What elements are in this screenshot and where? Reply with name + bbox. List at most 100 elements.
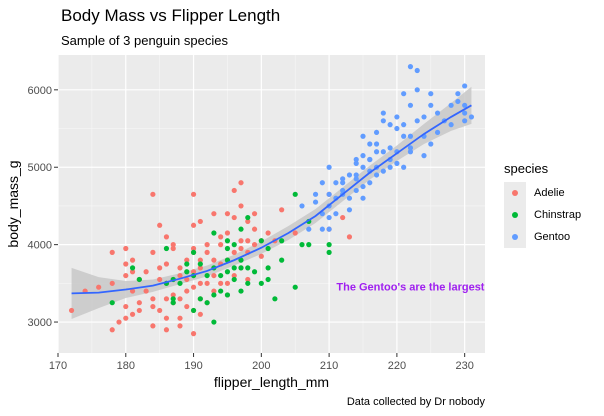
point-adelie bbox=[129, 311, 136, 317]
point-adelie bbox=[238, 203, 244, 209]
point-adelie bbox=[177, 265, 183, 271]
point-chinstrap bbox=[224, 269, 231, 275]
point-chinstrap bbox=[211, 319, 217, 325]
point-gentoo bbox=[407, 133, 414, 139]
y-tick-label: 5000 bbox=[28, 162, 52, 174]
point-gentoo bbox=[312, 199, 319, 205]
point-adelie bbox=[211, 257, 217, 263]
point-chinstrap bbox=[163, 245, 170, 252]
point-chinstrap bbox=[231, 242, 237, 248]
legend-label-chinstrap: Chinstrap bbox=[534, 209, 582, 221]
point-chinstrap bbox=[279, 238, 285, 244]
point-adelie bbox=[231, 249, 237, 255]
point-adelie bbox=[231, 187, 237, 194]
point-gentoo bbox=[387, 145, 393, 151]
point-adelie bbox=[245, 276, 251, 283]
point-gentoo bbox=[462, 118, 468, 124]
point-adelie bbox=[177, 323, 183, 329]
legend-item-chinstrap: Chinstrap bbox=[504, 204, 581, 226]
point-adelie bbox=[245, 238, 251, 244]
point-chinstrap bbox=[245, 265, 251, 271]
point-adelie bbox=[197, 218, 203, 225]
point-chinstrap bbox=[265, 245, 271, 252]
point-chinstrap bbox=[251, 269, 258, 275]
point-gentoo bbox=[360, 183, 366, 190]
point-adelie bbox=[197, 311, 203, 317]
point-adelie bbox=[224, 280, 231, 286]
point-gentoo bbox=[380, 149, 386, 155]
point-gentoo bbox=[319, 180, 325, 186]
point-gentoo bbox=[421, 114, 427, 120]
point-adelie bbox=[184, 303, 190, 310]
point-chinstrap bbox=[218, 288, 224, 294]
point-adelie bbox=[157, 222, 163, 228]
point-adelie bbox=[163, 296, 170, 302]
point-chinstrap bbox=[224, 292, 231, 298]
point-adelie bbox=[129, 269, 136, 275]
point-chinstrap bbox=[218, 272, 224, 279]
point-gentoo bbox=[380, 110, 386, 116]
point-gentoo bbox=[401, 133, 407, 139]
point-gentoo bbox=[326, 164, 332, 170]
point-chinstrap bbox=[190, 307, 197, 314]
point-chinstrap bbox=[109, 300, 115, 306]
point-adelie bbox=[224, 230, 231, 236]
point-adelie bbox=[211, 211, 217, 217]
point-adelie bbox=[197, 265, 203, 271]
point-gentoo bbox=[319, 226, 325, 232]
point-gentoo bbox=[401, 91, 407, 97]
point-adelie bbox=[190, 331, 197, 337]
point-gentoo bbox=[367, 180, 373, 186]
point-chinstrap bbox=[211, 292, 217, 298]
point-gentoo bbox=[462, 83, 468, 89]
point-gentoo bbox=[333, 211, 339, 217]
point-gentoo bbox=[340, 180, 346, 186]
trend-ribbon-layer bbox=[71, 86, 472, 319]
point-gentoo bbox=[353, 172, 359, 178]
point-adelie bbox=[163, 234, 170, 240]
point-gentoo bbox=[455, 98, 461, 105]
point-adelie bbox=[163, 261, 170, 267]
point-adelie bbox=[190, 269, 197, 275]
y-tick-label: 3000 bbox=[28, 317, 52, 329]
point-gentoo bbox=[414, 67, 420, 74]
point-adelie bbox=[211, 288, 217, 294]
point-gentoo bbox=[407, 102, 414, 108]
point-gentoo bbox=[414, 118, 420, 124]
point-adelie bbox=[177, 296, 183, 302]
axes: 170 180 190 200 210 220 230 3000 4000 5000 6000 bbox=[28, 85, 474, 372]
point-gentoo bbox=[373, 149, 380, 155]
point-chinstrap bbox=[211, 230, 217, 236]
legend-item-adelie: Adelie bbox=[504, 182, 581, 204]
legend-item-gentoo: Gentoo bbox=[504, 226, 581, 248]
point-adelie bbox=[190, 191, 197, 197]
point-adelie bbox=[129, 257, 136, 263]
point-adelie bbox=[177, 272, 183, 279]
chart-annotation: The Gentoo's are the largest bbox=[336, 281, 484, 293]
point-chinstrap bbox=[204, 272, 210, 279]
x-tick-label: 210 bbox=[320, 360, 338, 372]
point-adelie bbox=[109, 327, 115, 333]
point-chinstrap bbox=[238, 265, 244, 271]
point-gentoo bbox=[407, 64, 414, 70]
point-chinstrap bbox=[197, 296, 203, 302]
point-chinstrap bbox=[170, 300, 176, 306]
point-gentoo bbox=[326, 191, 332, 197]
x-tick-label: 230 bbox=[455, 360, 473, 372]
point-adelie bbox=[109, 249, 115, 255]
point-gentoo bbox=[353, 187, 359, 194]
point-adelie bbox=[245, 218, 251, 225]
point-gentoo bbox=[414, 87, 420, 93]
point-chinstrap bbox=[265, 276, 271, 283]
point-gentoo bbox=[434, 110, 441, 116]
point-adelie bbox=[123, 245, 129, 252]
point-chinstrap bbox=[238, 257, 244, 263]
point-gentoo bbox=[387, 164, 393, 170]
point-chinstrap bbox=[129, 265, 136, 271]
point-gentoo bbox=[346, 172, 353, 178]
point-gentoo bbox=[448, 122, 454, 128]
point-gentoo bbox=[373, 141, 380, 147]
point-adelie bbox=[204, 242, 210, 248]
point-chinstrap bbox=[231, 265, 237, 271]
point-adelie bbox=[197, 280, 203, 286]
